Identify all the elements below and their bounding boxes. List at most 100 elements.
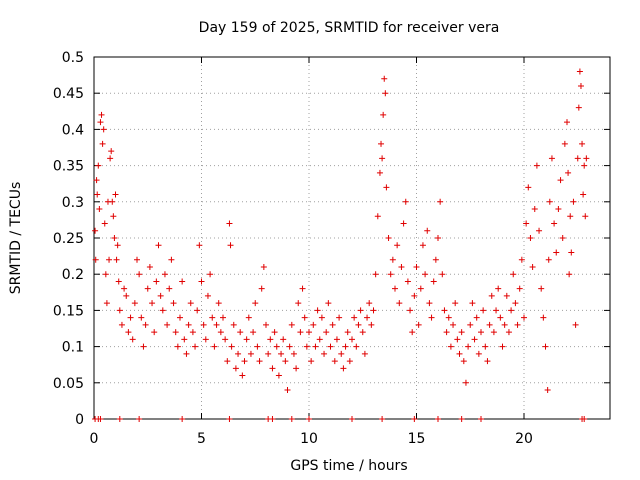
data-point — [312, 343, 319, 350]
y-tick-label: 0.2 — [62, 267, 84, 283]
data-point — [95, 162, 102, 169]
data-point — [136, 271, 143, 278]
data-point — [129, 336, 136, 343]
data-point — [415, 321, 422, 328]
x-tick-label: 15 — [408, 431, 426, 447]
data-point — [581, 416, 588, 422]
data-point — [146, 263, 153, 270]
data-point — [202, 336, 209, 343]
data-point — [299, 285, 306, 292]
data-point — [404, 278, 411, 285]
data-point — [250, 329, 257, 336]
data-point — [149, 300, 156, 307]
data-point — [282, 358, 289, 365]
data-point — [505, 329, 512, 336]
y-tick-label: 0.5 — [62, 50, 84, 66]
data-point — [497, 314, 504, 321]
data-point — [153, 278, 160, 285]
data-point — [458, 416, 465, 422]
data-point — [213, 321, 220, 328]
data-point — [258, 285, 265, 292]
data-point — [116, 416, 123, 422]
chart-title: Day 159 of 2025, SRMTID for receiver ver… — [199, 20, 500, 36]
data-point — [411, 416, 418, 422]
data-point — [568, 249, 575, 256]
data-point — [179, 416, 186, 422]
data-point — [527, 235, 534, 241]
data-point — [486, 321, 493, 328]
data-point — [192, 343, 199, 350]
y-tick-label: 0.45 — [53, 86, 84, 102]
data-point — [400, 220, 407, 227]
data-point — [389, 256, 396, 263]
data-point — [503, 292, 510, 299]
data-point — [308, 358, 315, 365]
data-point — [140, 343, 147, 350]
data-point — [235, 350, 242, 357]
data-point — [368, 321, 375, 328]
data-point — [92, 227, 99, 234]
data-point — [123, 292, 130, 299]
data-point — [269, 365, 276, 372]
data-point — [580, 191, 587, 198]
data-point — [207, 271, 214, 278]
data-point — [460, 358, 467, 365]
data-point — [101, 220, 108, 227]
data-point — [340, 365, 347, 372]
y-tick-label: 0.1 — [62, 340, 84, 356]
data-point — [177, 314, 183, 321]
data-point — [170, 300, 177, 307]
data-point — [374, 213, 381, 220]
data-point — [265, 350, 272, 357]
data-point — [200, 321, 207, 328]
data-point — [278, 350, 285, 357]
data-point — [582, 213, 589, 220]
data-point — [161, 271, 168, 278]
data-point — [100, 126, 107, 133]
data-point — [387, 271, 394, 278]
data-point — [501, 321, 508, 328]
y-tick-label: 0.15 — [53, 303, 84, 319]
data-point — [151, 329, 158, 336]
data-point — [417, 285, 424, 292]
data-point — [226, 220, 233, 227]
x-tick-label: 5 — [197, 431, 206, 447]
data-point — [94, 191, 101, 198]
data-point — [336, 314, 343, 321]
data-point — [407, 307, 414, 314]
data-point — [227, 242, 234, 249]
data-point — [430, 278, 437, 285]
data-point — [254, 343, 261, 350]
data-point — [342, 343, 349, 350]
data-point — [301, 314, 308, 321]
data-point — [338, 350, 345, 357]
data-point — [106, 256, 113, 263]
data-point — [480, 307, 487, 314]
data-point — [187, 300, 194, 307]
data-point — [482, 343, 489, 350]
data-point — [310, 321, 317, 328]
data-point — [394, 242, 401, 249]
data-point — [454, 336, 461, 343]
data-point — [490, 329, 497, 336]
data-point — [447, 343, 454, 350]
data-point — [510, 271, 517, 278]
data-point — [531, 206, 538, 213]
data-point — [538, 285, 545, 292]
y-axis: 0 0.05 0.1 0.15 0.2 0.25 0.3 0.35 0.4 0.45 0.5 — [53, 50, 610, 428]
data-point — [439, 271, 446, 278]
data-point — [411, 292, 418, 299]
data-point — [179, 278, 186, 285]
grid-lines — [94, 57, 610, 419]
data-point — [581, 162, 588, 169]
data-point — [241, 358, 248, 365]
data-point — [579, 140, 586, 147]
data-point — [273, 343, 280, 350]
data-point — [98, 111, 105, 118]
data-point — [426, 300, 433, 307]
data-point — [260, 263, 267, 270]
data-point — [495, 285, 502, 292]
data-point — [118, 321, 125, 328]
data-point — [346, 358, 353, 365]
data-point — [398, 263, 405, 270]
